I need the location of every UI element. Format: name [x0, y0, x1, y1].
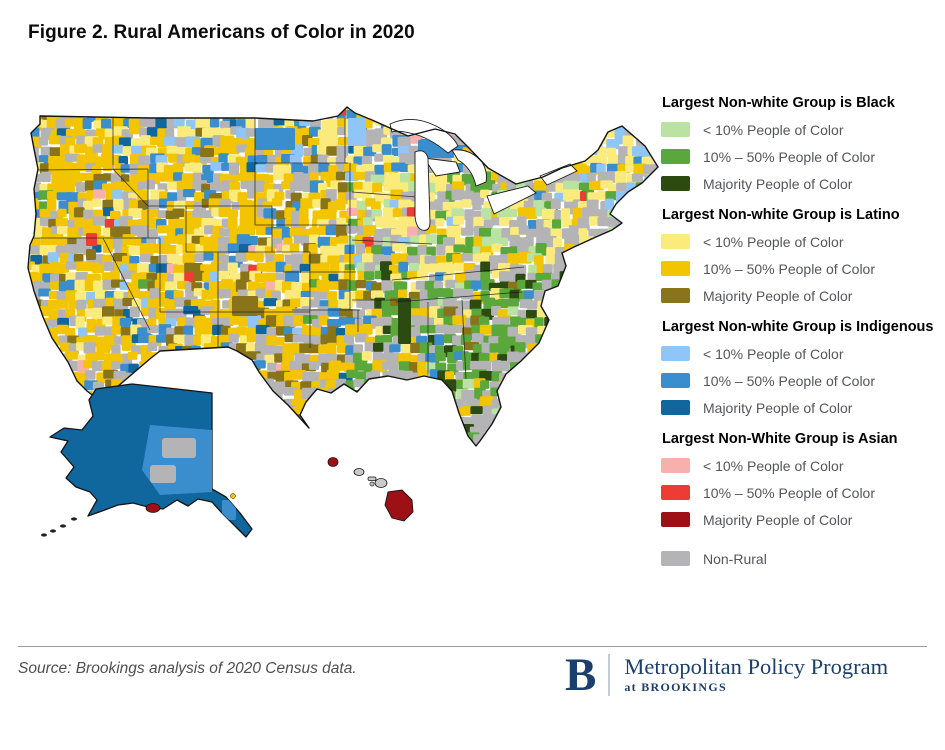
legend-swatch	[661, 551, 690, 566]
legend-item: < 10% People of Color	[661, 340, 945, 367]
legend-item: 10% – 50% People of Color	[661, 479, 945, 506]
legend-item-label: Majority People of Color	[703, 175, 853, 192]
logo-text: Metropolitan Policy Program at BROOKINGS	[624, 655, 888, 695]
legend-group-header: Largest Non-white Group is Black	[662, 95, 895, 111]
figure-title: Figure 2. Rural Americans of Color in 20…	[28, 22, 415, 43]
legend-swatch	[661, 346, 690, 361]
legend-swatch	[661, 373, 690, 388]
legend-item: 10% – 50% People of Color	[661, 255, 945, 282]
legend-group: Largest Non-White Group is Asian < 10% P…	[661, 431, 945, 533]
legend-item: < 10% People of Color	[661, 452, 945, 479]
legend-swatch	[661, 400, 690, 415]
legend-swatch	[661, 512, 690, 527]
legend-group: Largest Non-white Group is Latino < 10% …	[661, 207, 945, 309]
legend-swatch	[661, 149, 690, 164]
legend-item-label: Majority People of Color	[703, 511, 853, 528]
footer-divider	[18, 646, 927, 647]
legend-swatch	[661, 288, 690, 303]
legend-swatch	[661, 122, 690, 137]
legend-swatch	[661, 485, 690, 500]
legend-item: Majority People of Color	[661, 170, 945, 197]
legend-item-label: Non-Rural	[703, 550, 767, 567]
legend-item-label: 10% – 50% People of Color	[703, 484, 875, 501]
brookings-logo: B Metropolitan Policy Program at BROOKIN…	[565, 649, 888, 701]
legend-item-label: 10% – 50% People of Color	[703, 372, 875, 389]
legend-swatch	[661, 458, 690, 473]
legend-group: Largest Non-white Group is Indigenous < …	[661, 319, 945, 421]
legend-item-non-rural: Non-Rural	[661, 545, 945, 572]
logo-subtitle: at BROOKINGS	[624, 680, 727, 694]
legend-swatch	[661, 261, 690, 276]
legend-swatch	[661, 176, 690, 191]
legend-item: < 10% People of Color	[661, 116, 945, 143]
legend-group: Largest Non-white Group is Black < 10% P…	[661, 95, 945, 197]
legend-item: 10% – 50% People of Color	[661, 143, 945, 170]
legend-item-label: < 10% People of Color	[703, 233, 844, 250]
legend-group-header: Largest Non-white Group is Indigenous	[662, 319, 934, 335]
legend-item-label: < 10% People of Color	[703, 121, 844, 138]
legend-item-label: < 10% People of Color	[703, 345, 844, 362]
legend-swatch	[661, 234, 690, 249]
legend-item: < 10% People of Color	[661, 228, 945, 255]
legend-item: 10% – 50% People of Color	[661, 367, 945, 394]
legend-item: Majority People of Color	[661, 506, 945, 533]
legend-item: Majority People of Color	[661, 282, 945, 309]
logo-divider	[608, 654, 611, 696]
legend-item: Majority People of Color	[661, 394, 945, 421]
map-legend: Largest Non-white Group is Black < 10% P…	[661, 95, 945, 572]
source-note: Source: Brookings analysis of 2020 Censu…	[18, 660, 357, 677]
legend-item-label: Majority People of Color	[703, 399, 853, 416]
legend-item-label: 10% – 50% People of Color	[703, 260, 875, 277]
brookings-b-mark: B	[565, 649, 597, 701]
legend-item-label: 10% – 50% People of Color	[703, 148, 875, 165]
legend-item-label: Majority People of Color	[703, 287, 853, 304]
logo-program-name: Metropolitan Policy Program	[624, 654, 889, 679]
legend-group-header: Largest Non-White Group is Asian	[662, 431, 898, 447]
legend-item-label: < 10% People of Color	[703, 457, 844, 474]
legend-group-header: Largest Non-white Group is Latino	[662, 207, 900, 223]
